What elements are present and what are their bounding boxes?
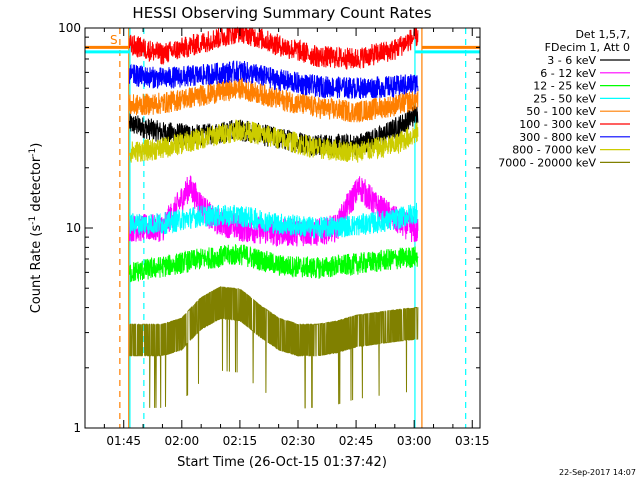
- series-line-5: [129, 26, 419, 70]
- series-layer: [129, 26, 419, 409]
- x-tick-label-2: 02:15: [223, 434, 258, 448]
- legend-label-7: 800 - 7000 keV: [512, 144, 596, 157]
- axis-ticks: 1 10 100 01:45 02:00 02:15 02:30 02:45 03:00 03:1…: [58, 21, 489, 448]
- x-axis-label: Start Time (26-Oct-15 01:37:42): [177, 455, 387, 470]
- footer-timestamp: 22-Sep-2017 14:07: [559, 468, 636, 477]
- legend-label-5: 100 - 300 keV: [519, 118, 596, 131]
- series-line-4: [129, 76, 419, 123]
- y-axis-label: Count Rate (s-1 detector-1): [28, 143, 44, 314]
- series-line-6: [129, 60, 419, 100]
- series-line-3: [129, 202, 419, 239]
- legend-label-3: 25 - 50 keV: [533, 92, 596, 105]
- y-tick-label-2: 100: [58, 21, 81, 35]
- legend-label-2: 12 - 25 keV: [533, 80, 596, 93]
- legend-label-0: 3 - 6 keV: [547, 54, 596, 67]
- series-line-1: [129, 175, 419, 248]
- x-tick-label-0: 01:45: [106, 434, 141, 448]
- x-tick-label-1: 02:00: [165, 434, 200, 448]
- chart-title: HESSI Observing Summary Count Rates: [132, 4, 431, 22]
- x-tick-label-5: 03:00: [397, 434, 432, 448]
- series-line-2: [129, 244, 419, 283]
- x-tick-label-6: 03:15: [455, 434, 490, 448]
- saa-marker-label: S: [110, 33, 118, 47]
- legend-label-6: 300 - 800 keV: [519, 131, 596, 144]
- y-tick-label-0: 1: [73, 421, 81, 435]
- legend-header-2: FDecim 1, Att 0: [545, 41, 630, 54]
- series-line-7: [129, 119, 419, 163]
- legend-label-8: 7000 - 20000 keV: [498, 156, 596, 169]
- y-tick-label-1: 10: [66, 221, 81, 235]
- legend-label-4: 50 - 100 keV: [526, 105, 596, 118]
- x-tick-label-4: 02:45: [339, 434, 374, 448]
- series-line-8: [129, 286, 419, 409]
- legend-header-1: Det 1,5,7,: [575, 28, 630, 41]
- x-tick-label-3: 02:30: [281, 434, 316, 448]
- legend-label-1: 6 - 12 keV: [540, 67, 596, 80]
